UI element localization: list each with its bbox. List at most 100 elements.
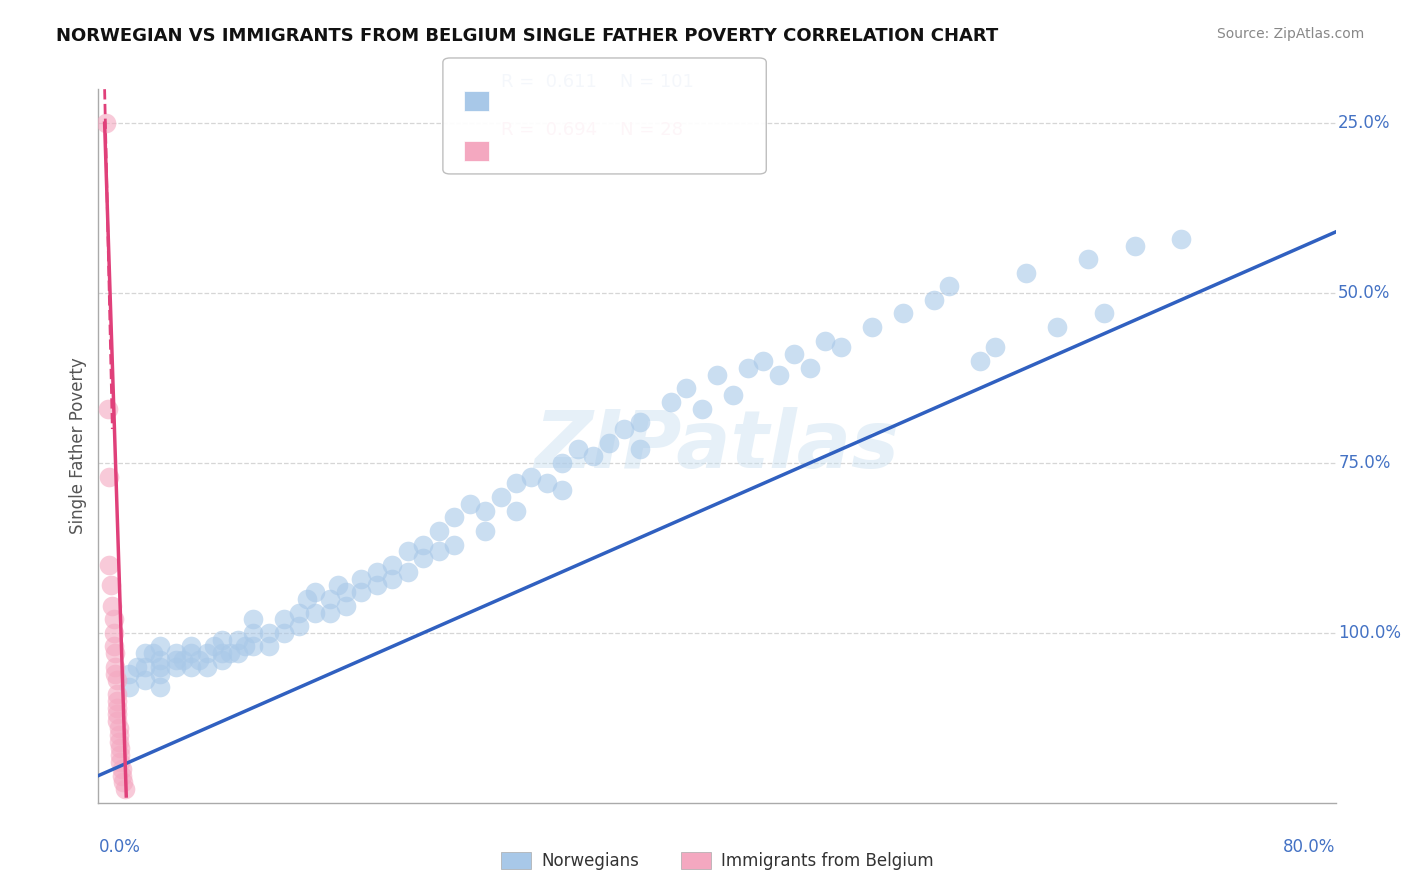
Point [1077, 252, 1099, 266]
Point [111, 769, 132, 783]
Point [319, 606, 342, 620]
Point [814, 334, 837, 348]
Text: NORWEGIAN VS IMMIGRANTS FROM BELGIUM SINGLE FATHER POVERTY CORRELATION CHART: NORWEGIAN VS IMMIGRANTS FROM BELGIUM SIN… [56, 27, 998, 45]
Point [149, 653, 172, 667]
Point [104, 660, 127, 674]
Y-axis label: Single Father Poverty: Single Father Poverty [69, 358, 87, 534]
Point [165, 653, 187, 667]
Point [127, 660, 149, 674]
Point [273, 626, 295, 640]
Point [103, 626, 125, 640]
Point [108, 748, 131, 763]
Text: 0.0%: 0.0% [98, 838, 141, 856]
Point [288, 606, 311, 620]
Point [226, 646, 249, 660]
Point [149, 660, 172, 674]
Point [195, 660, 218, 674]
Point [112, 775, 135, 789]
Point [427, 524, 450, 538]
Point [891, 306, 914, 320]
Point [350, 572, 373, 586]
Point [598, 435, 620, 450]
Point [396, 565, 419, 579]
Point [381, 572, 404, 586]
Point [98, 469, 121, 483]
Point [257, 626, 280, 640]
Point [582, 449, 605, 463]
Text: 50.0%: 50.0% [1339, 284, 1391, 302]
Point [799, 360, 821, 375]
Text: ZIPatlas: ZIPatlas [534, 407, 900, 485]
Point [737, 360, 759, 375]
Point [288, 619, 311, 633]
Point [134, 673, 156, 688]
Point [180, 646, 202, 660]
Point [211, 632, 233, 647]
Text: Source: ZipAtlas.com: Source: ZipAtlas.com [1216, 27, 1364, 41]
Point [304, 606, 326, 620]
Point [1046, 320, 1069, 334]
Point [628, 415, 651, 429]
Point [211, 646, 233, 660]
Text: 100.0%: 100.0% [1339, 624, 1402, 642]
Point [105, 707, 128, 722]
Point [396, 544, 419, 558]
Point [204, 640, 226, 654]
Point [938, 279, 960, 293]
Point [412, 551, 434, 566]
Point [118, 666, 141, 681]
Point [443, 537, 465, 551]
Text: 75.0%: 75.0% [1339, 454, 1391, 472]
Point [690, 401, 713, 416]
Point [219, 646, 242, 660]
Point [242, 626, 264, 640]
Point [165, 660, 187, 674]
Point [180, 640, 202, 654]
Point [1092, 306, 1115, 320]
Point [366, 578, 388, 592]
Text: 80.0%: 80.0% [1284, 838, 1336, 856]
Point [1015, 266, 1038, 280]
Point [273, 612, 295, 626]
Point [427, 544, 450, 558]
Point [536, 476, 558, 491]
Point [98, 558, 121, 572]
Point [381, 558, 404, 572]
Point [180, 660, 202, 674]
Point [783, 347, 806, 361]
Point [104, 646, 127, 660]
Point [211, 653, 233, 667]
Point [188, 653, 211, 667]
Text: R =  0.611    N = 101: R = 0.611 N = 101 [501, 73, 693, 91]
Point [752, 354, 775, 368]
Point [335, 599, 357, 613]
Point [165, 646, 187, 660]
Point [105, 687, 128, 701]
Point [105, 673, 128, 688]
Text: R =  0.694    N = 28: R = 0.694 N = 28 [501, 121, 682, 139]
Point [195, 646, 218, 660]
Point [304, 585, 326, 599]
Point [101, 599, 124, 613]
Text: 25.0%: 25.0% [1339, 114, 1391, 132]
Point [97, 401, 120, 416]
Point [107, 728, 129, 742]
Point [104, 666, 127, 681]
Point [114, 782, 136, 797]
Point [628, 442, 651, 457]
Point [520, 469, 543, 483]
Point [149, 640, 172, 654]
Point [297, 591, 319, 606]
Point [1170, 232, 1192, 246]
Point [107, 734, 129, 748]
Point [233, 640, 257, 654]
Point [706, 368, 728, 382]
Point [350, 585, 373, 599]
Point [149, 680, 172, 694]
Point [335, 585, 357, 599]
Point [551, 483, 574, 498]
Point [551, 456, 574, 470]
Point [613, 422, 636, 436]
Point [505, 476, 527, 491]
Point [118, 680, 141, 694]
